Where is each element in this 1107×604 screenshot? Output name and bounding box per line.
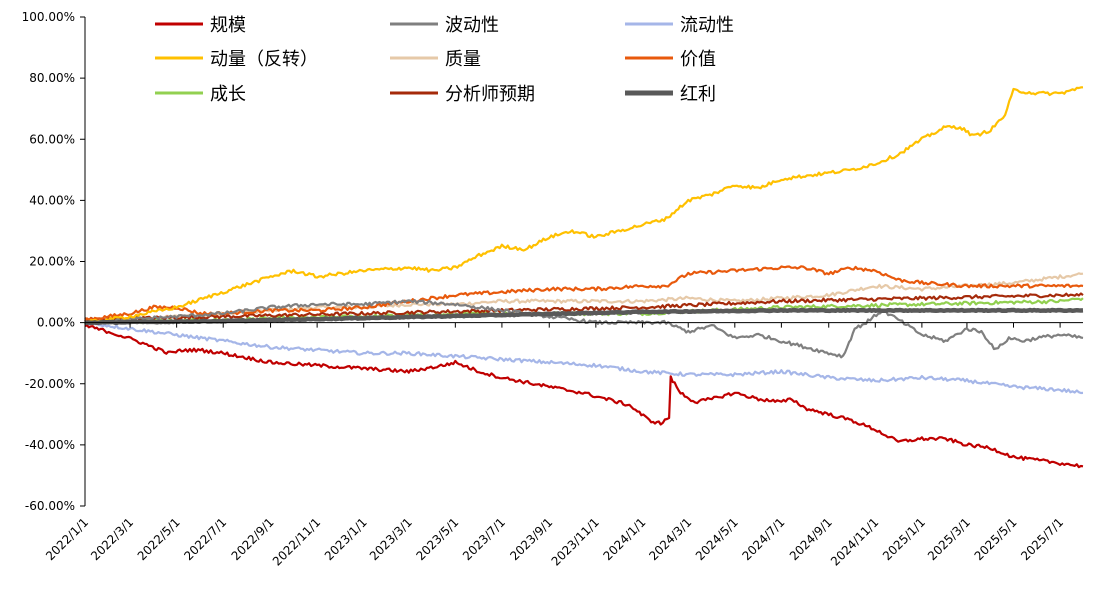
x-tick-label: 2023/9/1 — [507, 515, 555, 563]
x-tick-label: 2022/11/1 — [270, 515, 323, 568]
legend-label-5: 价值 — [680, 49, 716, 70]
y-tick-label: 60.00% — [29, 132, 75, 146]
x-tick-label: 2025/3/1 — [925, 515, 973, 563]
x-tick-label: 2023/3/1 — [367, 515, 415, 563]
x-tick-label: 2025/7/1 — [1018, 515, 1066, 563]
x-tick-label: 2022/5/1 — [135, 515, 183, 563]
legend-label-6: 成长 — [210, 84, 246, 105]
y-tick-label: -40.00% — [25, 438, 75, 452]
series-line-7 — [84, 292, 1084, 322]
legend-label-2: 流动性 — [680, 15, 734, 36]
series-line-1 — [84, 299, 1084, 359]
y-tick-label: 80.00% — [29, 71, 75, 85]
x-tick-label: 2024/3/1 — [646, 515, 694, 563]
x-tick-label: 2025/1/1 — [880, 515, 928, 563]
series-line-4 — [84, 272, 1084, 325]
y-tick-label: 0.00% — [37, 316, 75, 330]
x-tick-label: 2022/3/1 — [88, 515, 136, 563]
series-line-8 — [84, 307, 1084, 326]
x-tick-label: 2024/5/1 — [693, 515, 741, 563]
series-line-0 — [84, 324, 1084, 469]
x-tick-label: 2024/11/1 — [828, 515, 881, 568]
y-tick-label: 20.00% — [29, 255, 75, 269]
y-tick-label: -60.00% — [25, 499, 75, 513]
x-tick-label: 2023/7/1 — [460, 515, 508, 563]
legend-label-1: 波动性 — [445, 15, 499, 36]
x-tick-label: 2024/7/1 — [739, 515, 787, 563]
x-tick-label: 2023/1/1 — [322, 515, 370, 563]
legend-label-7: 分析师预期 — [445, 84, 535, 105]
x-tick-label: 2023/11/1 — [549, 515, 602, 568]
x-tick-label: 2025/5/1 — [972, 515, 1020, 563]
y-tick-label: -20.00% — [25, 377, 75, 391]
x-tick-label: 2023/5/1 — [413, 515, 461, 563]
series-line-3 — [84, 86, 1084, 325]
x-tick-label: 2024/9/1 — [787, 515, 835, 563]
legend-label-8: 红利 — [680, 84, 716, 105]
x-tick-label: 2022/7/1 — [181, 515, 229, 563]
x-tick-label: 2024/1/1 — [601, 515, 649, 563]
x-tick-label: 2022/9/1 — [229, 515, 277, 563]
series-line-5 — [84, 265, 1084, 322]
legend-label-0: 规模 — [210, 15, 246, 36]
y-tick-label: 100.00% — [22, 10, 75, 24]
legend-label-4: 质量 — [445, 49, 481, 70]
x-tick-label: 2022/1/1 — [43, 515, 91, 563]
series-layer — [84, 86, 1084, 469]
legend-label-3: 动量（反转） — [210, 49, 318, 70]
y-tick-label: 40.00% — [29, 193, 75, 207]
series-line-2 — [84, 321, 1084, 395]
